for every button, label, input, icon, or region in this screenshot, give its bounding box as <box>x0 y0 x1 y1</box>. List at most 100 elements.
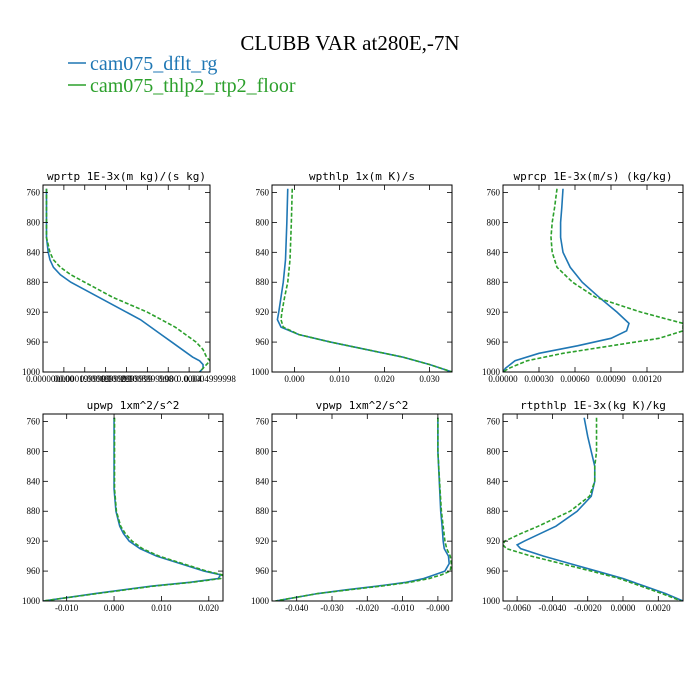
y-tick-label: 800 <box>256 217 270 227</box>
panel-3: wprcp 1E-3x(m/s) (kg/kg) 760 800 840 880 920 9… <box>482 170 684 384</box>
panel-title: upwp 1xm^2/s^2 <box>87 399 180 412</box>
series-line-dflt <box>503 188 630 372</box>
y-tick-label: 800 <box>27 446 41 456</box>
y-tick-label: 840 <box>256 476 270 486</box>
plot-frame <box>42 184 211 373</box>
panel-2: wpthlp 1x(m K)/s 760 800 840 880 920 960 1000 0.… <box>251 170 453 384</box>
x-tick-label: 0.0004 <box>177 374 202 384</box>
x-tick-label: -0.0060 <box>503 603 531 613</box>
y-tick-label: 1000 <box>482 367 501 377</box>
y-tick-label: 840 <box>27 476 41 486</box>
x-tick-label: 0.020 <box>374 374 395 384</box>
legend-label-dflt: cam075_dflt_rg <box>90 53 217 75</box>
y-tick-label: 760 <box>27 416 41 426</box>
panel-title: wprcp 1E-3x(m/s) (kg/kg) <box>514 170 673 183</box>
y-tick-label: 960 <box>256 337 270 347</box>
series-line-dflt <box>275 417 451 601</box>
y-tick-label: 760 <box>27 187 41 197</box>
x-tick-label: 0.000000 <box>26 374 60 384</box>
x-tick-label: -0.040 <box>285 603 309 613</box>
legend: cam075_dflt_rg cam075_thlp2_rtp2_floor <box>68 53 296 97</box>
series-line-floor <box>503 417 682 601</box>
x-tick-label: 0.0001999999 <box>80 374 132 384</box>
panel-4: upwp 1xm^2/s^2 760 800 840 880 920 960 1000 -0.0… <box>22 399 224 613</box>
x-tick-label: 0.000 <box>284 374 305 384</box>
x-tick-label: 0.020 <box>199 603 220 613</box>
y-tick-label: 800 <box>487 446 501 456</box>
panel-title: rtpthlp 1E-3x(kg K)/kg <box>520 399 666 412</box>
y-tick-label: 840 <box>487 247 501 257</box>
panel-title: wpthlp 1x(m K)/s <box>309 170 415 183</box>
series-line-dflt <box>515 417 683 601</box>
y-tick-label: 760 <box>256 187 270 197</box>
panel-1: wprtp 1E-3x(m kg)/(s kg) 760 800 840 880 920 9… <box>22 170 236 384</box>
plot-frame <box>502 184 684 373</box>
y-tick-label: 880 <box>487 506 501 516</box>
series-line-floor <box>45 188 210 372</box>
panel-title: wprtp 1E-3x(m kg)/(s kg) <box>47 170 206 183</box>
series-line-floor <box>280 188 452 372</box>
series-line-floor <box>43 417 223 601</box>
series-line-dflt <box>43 417 222 601</box>
panel-title: vpwp 1xm^2/s^2 <box>316 399 409 412</box>
series-line-dflt <box>276 188 452 372</box>
y-tick-label: 880 <box>256 277 270 287</box>
x-tick-label: 0.010 <box>329 374 350 384</box>
y-tick-label: 920 <box>27 536 41 546</box>
plot-frame <box>271 184 453 373</box>
y-tick-label: 840 <box>256 247 270 257</box>
y-tick-label: 880 <box>27 506 41 516</box>
x-tick-label: -0.010 <box>55 603 79 613</box>
y-tick-label: 1000 <box>482 596 501 606</box>
x-tick-label: 0.0020 <box>646 603 671 613</box>
x-tick-label: -0.0040 <box>539 603 567 613</box>
y-tick-label: 920 <box>487 307 501 317</box>
x-tick-label: 0.0002999999 <box>101 374 153 384</box>
plot-frame <box>502 413 684 602</box>
y-tick-label: 920 <box>256 307 270 317</box>
x-tick-label: 0.000 <box>104 603 125 613</box>
y-tick-label: 800 <box>487 217 501 227</box>
plot-frame <box>271 413 453 602</box>
x-tick-label: -0.000 <box>426 603 450 613</box>
y-tick-label: 840 <box>487 476 501 486</box>
legend-label-floor: cam075_thlp2_rtp2_floor <box>90 75 296 97</box>
plot-frame <box>42 413 224 602</box>
y-tick-label: 1000 <box>22 596 41 606</box>
x-tick-label: -0.010 <box>391 603 415 613</box>
figure-title: CLUBB VAR at280E,-7N <box>240 31 459 55</box>
y-tick-label: 760 <box>487 416 501 426</box>
y-tick-label: 920 <box>487 536 501 546</box>
y-tick-label: 800 <box>27 217 41 227</box>
x-tick-label: 0.00030 <box>524 374 554 384</box>
x-tick-label: -0.020 <box>356 603 380 613</box>
x-tick-label: 0.0001999999 <box>59 374 111 384</box>
x-tick-label: -0.030 <box>320 603 344 613</box>
y-tick-label: 960 <box>27 566 41 576</box>
x-tick-label: 0.000 <box>54 374 75 384</box>
series-line-dflt <box>45 188 204 372</box>
x-tick-label: 0.00090 <box>596 374 626 384</box>
panel-5: vpwp 1xm^2/s^2 760 800 840 880 920 960 1000 -0.0… <box>251 399 453 613</box>
panels: wprtp 1E-3x(m kg)/(s kg) 760 800 840 880 920 9… <box>22 170 684 613</box>
x-tick-label: 0.0003999998 <box>122 374 174 384</box>
y-tick-label: 960 <box>487 337 501 347</box>
series-line-floor <box>503 188 683 372</box>
y-tick-label: 960 <box>27 337 41 347</box>
y-tick-label: 760 <box>487 187 501 197</box>
x-tick-label: 0.000 <box>158 374 179 384</box>
y-tick-label: 880 <box>27 277 41 287</box>
y-tick-label: 960 <box>487 566 501 576</box>
x-tick-label: 0.0000 <box>611 603 636 613</box>
x-tick-label: 0.00120 <box>632 374 662 384</box>
y-tick-label: 880 <box>256 506 270 516</box>
x-tick-label: 0.010 <box>151 603 172 613</box>
x-tick-label: 0.0004999998 <box>184 374 236 384</box>
x-tick-label: 0.030 <box>419 374 440 384</box>
y-tick-label: 960 <box>256 566 270 576</box>
y-tick-label: 1000 <box>251 367 270 377</box>
y-tick-label: 920 <box>27 307 41 317</box>
y-tick-label: 760 <box>256 416 270 426</box>
y-tick-label: 1000 <box>22 367 41 377</box>
